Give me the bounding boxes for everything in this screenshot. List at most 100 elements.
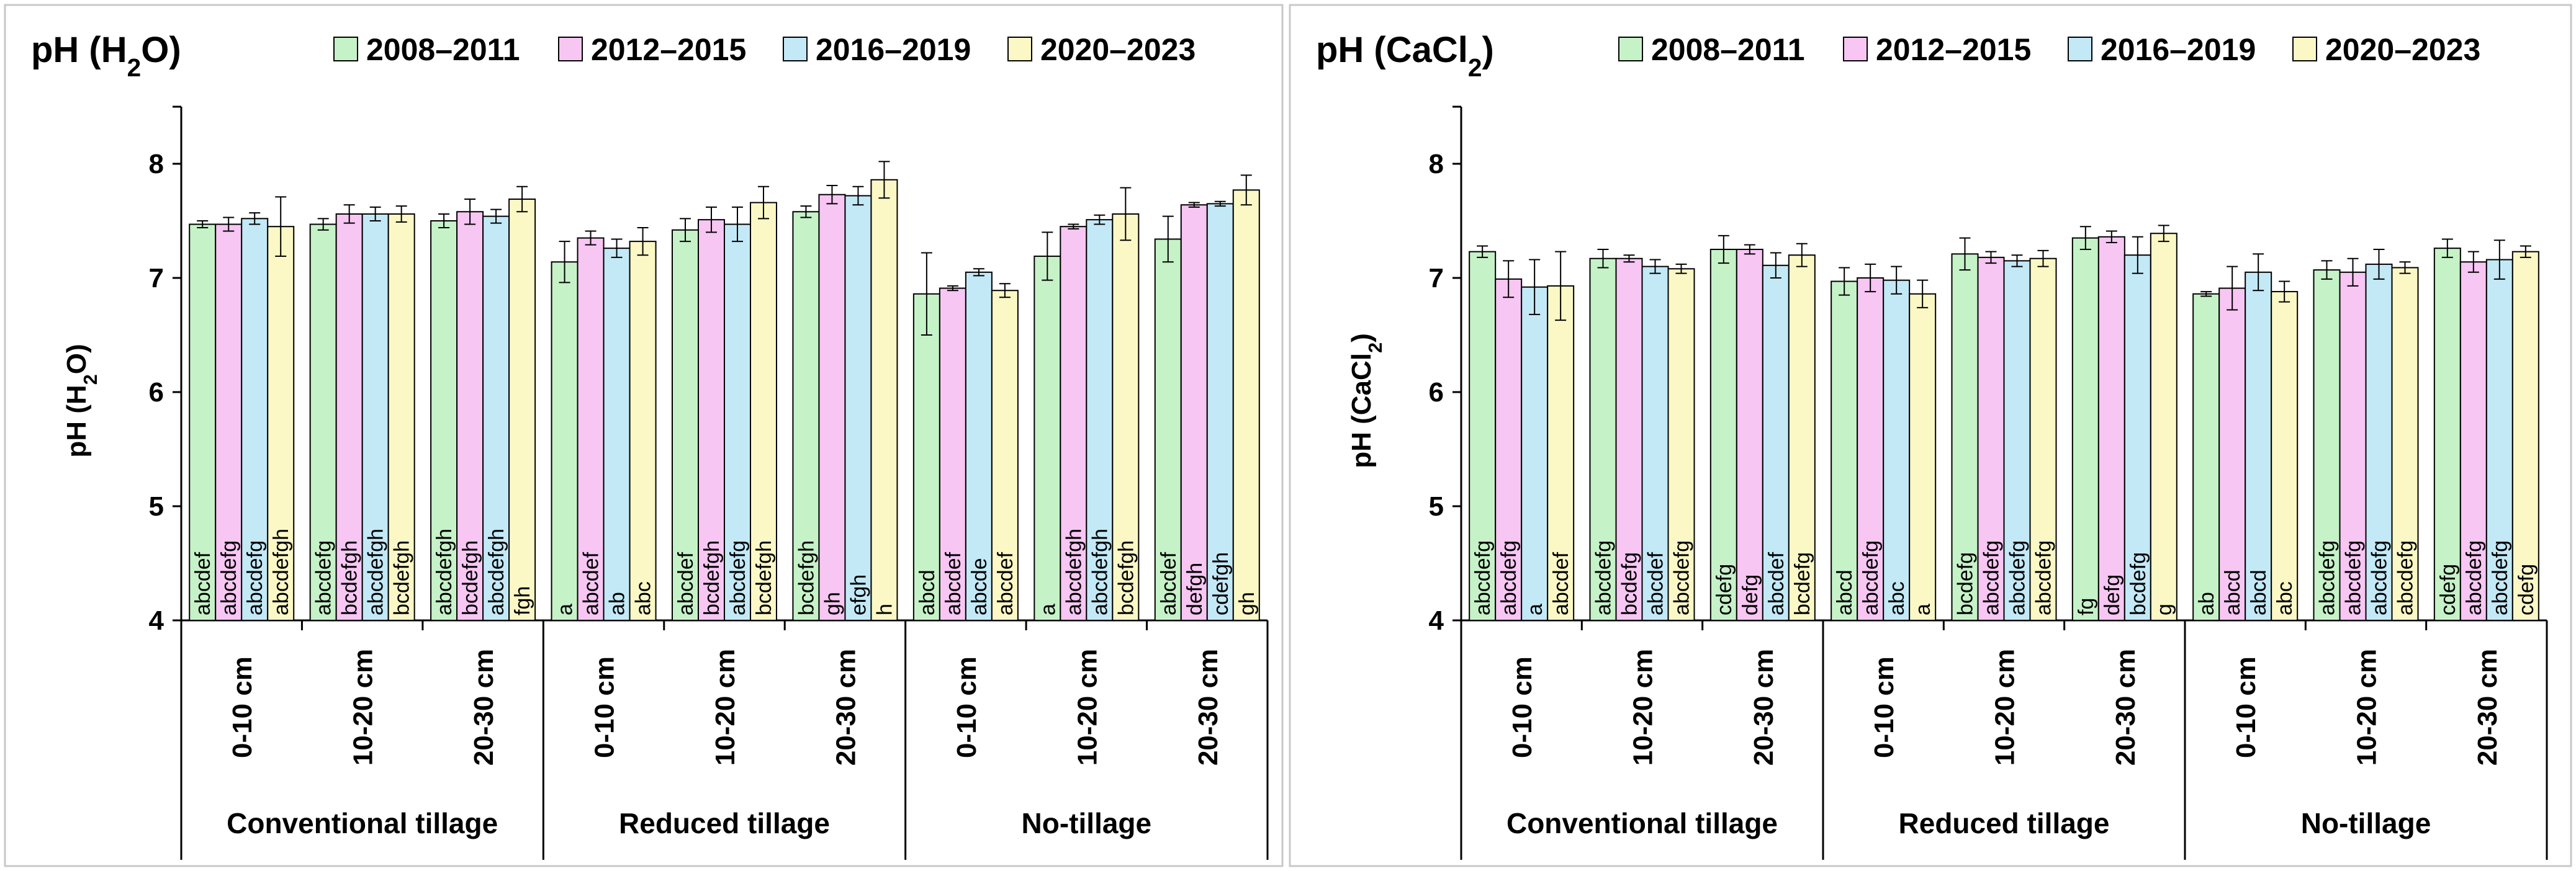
depth-label: 20-30 cm: [2110, 649, 2141, 766]
bar: [603, 248, 631, 622]
chart-panel-1: pH (H2O) 2008–2011 2012–2015 2016–2019 2020–…: [4, 4, 1284, 867]
significance-letters: bcdefg: [2127, 552, 2150, 615]
significance-letters: abcdefg: [1980, 540, 2004, 615]
significance-letters: abcdefgh: [1062, 529, 1086, 615]
significance-letters: abcdefg: [217, 540, 241, 615]
bar: [1547, 285, 1575, 621]
significance-letters: abcdefgh: [1088, 529, 1112, 615]
tillage-label: No-tillage: [1022, 807, 1152, 839]
chart-title-end: ): [1482, 30, 1493, 70]
legend-swatch: [2068, 37, 2092, 61]
significance-letters: fgh: [511, 586, 534, 615]
chart-panel-2: pH (CaCl2) 2008–2011 2012–2015 2016–2019 202…: [1289, 4, 2572, 867]
significance-letters: abcdefgh: [269, 529, 293, 615]
legend-label: 2020–2023: [1040, 32, 1196, 67]
significance-letters: abcdefg: [2006, 540, 2030, 615]
bar: [215, 223, 243, 621]
significance-letters: abcdefg: [1859, 540, 1883, 615]
chart-title: pH (H2O): [31, 30, 181, 82]
y-tick-label: 5: [1429, 491, 1444, 522]
y-axis-label-main: pH (H: [61, 385, 92, 457]
significance-letters: abcd: [916, 570, 939, 615]
bar: [2029, 257, 2057, 622]
y-axis-label: pH (H2O): [61, 344, 101, 457]
legend-swatch: [1007, 37, 1032, 61]
significance-letters: a: [1036, 604, 1060, 615]
y-axis-label-main: pH (CaCl: [1346, 353, 1377, 468]
significance-letters: bcdefgh: [795, 540, 818, 615]
bar: [2365, 263, 2393, 622]
bar: [577, 237, 605, 622]
bar: [1667, 268, 1695, 621]
bar: [2071, 237, 2099, 622]
significance-letters: abcdefg: [1592, 540, 1616, 615]
bar: [672, 229, 699, 622]
significance-letters: abcdef: [1549, 552, 1573, 615]
legend-swatch: [333, 37, 358, 61]
bar: [309, 223, 337, 621]
bar: [2313, 269, 2341, 621]
y-tick-label: 5: [149, 491, 164, 522]
bar: [750, 202, 777, 621]
bar: [2485, 259, 2513, 621]
bar: [1831, 280, 1858, 621]
significance-letters: abcd: [1833, 570, 1857, 615]
bar: [508, 199, 536, 622]
bar: [724, 223, 751, 621]
significance-letters: gh: [821, 592, 844, 615]
significance-letters: abcdefgh: [433, 529, 456, 615]
bar: [2192, 293, 2220, 621]
legend-label: 2020–2023: [2325, 32, 2480, 67]
significance-letters: bcdefgh: [700, 540, 724, 615]
bar: [2218, 287, 2246, 621]
y-tick-label: 7: [1429, 263, 1444, 293]
significance-letters: bcdefg: [1618, 552, 1642, 615]
chart-title-main: pH (CaCl: [1316, 30, 1468, 70]
bar: [1762, 264, 1790, 621]
depth-label: 10-20 cm: [1990, 649, 2020, 766]
significance-letters: defgh: [1183, 563, 1207, 615]
bar: [1736, 249, 1763, 621]
chart-title-main: pH (H: [31, 30, 127, 70]
tillage-label: No-tillage: [2301, 807, 2431, 839]
significance-letters: abcdef: [994, 552, 1017, 615]
bar: [1034, 256, 1061, 622]
significance-letters: abcdef: [1765, 552, 1788, 615]
bar: [1788, 254, 1816, 621]
y-tick-label: 6: [1429, 377, 1444, 408]
tillage-label: Reduced tillage: [1899, 807, 2110, 839]
y-axis-label-end: O): [61, 344, 92, 374]
significance-letters: abcdefg: [1670, 540, 1694, 615]
bar: [456, 211, 484, 621]
legend-label: 2012–2015: [1876, 32, 2031, 67]
significance-letters: ab: [2195, 592, 2218, 615]
significance-letters: abcdefg: [2462, 540, 2486, 615]
bar: [1883, 279, 1911, 621]
legend-swatch: [2292, 37, 2317, 61]
chart-title-end: O): [141, 30, 181, 70]
bar: [1909, 293, 1937, 621]
bar: [551, 261, 579, 621]
y-axis-label-subscript: 2: [79, 374, 101, 385]
bar: [2391, 267, 2419, 621]
depth-label: 0-10 cm: [227, 656, 258, 758]
bar: [1086, 219, 1114, 622]
legend-swatch: [558, 37, 583, 61]
depth-label: 10-20 cm: [1628, 649, 1659, 766]
significance-letters: abcd: [2247, 570, 2271, 615]
y-axis-label-subscript: 2: [1364, 342, 1386, 353]
depth-label: 0-10 cm: [1507, 656, 1538, 758]
significance-letters: abc: [1885, 581, 1909, 615]
bar: [818, 194, 846, 621]
bar: [2150, 233, 2177, 621]
chart-title-subscript: 2: [1468, 53, 1482, 82]
bar: [844, 195, 872, 621]
significance-letters: abcdefg: [243, 540, 267, 615]
bar: [387, 213, 415, 621]
tillage-label: Conventional tillage: [227, 807, 498, 839]
significance-letters: abc: [2273, 581, 2297, 615]
y-tick-label: 4: [149, 605, 164, 636]
bar: [965, 271, 993, 621]
significance-letters: bcdefg: [1791, 552, 1814, 615]
